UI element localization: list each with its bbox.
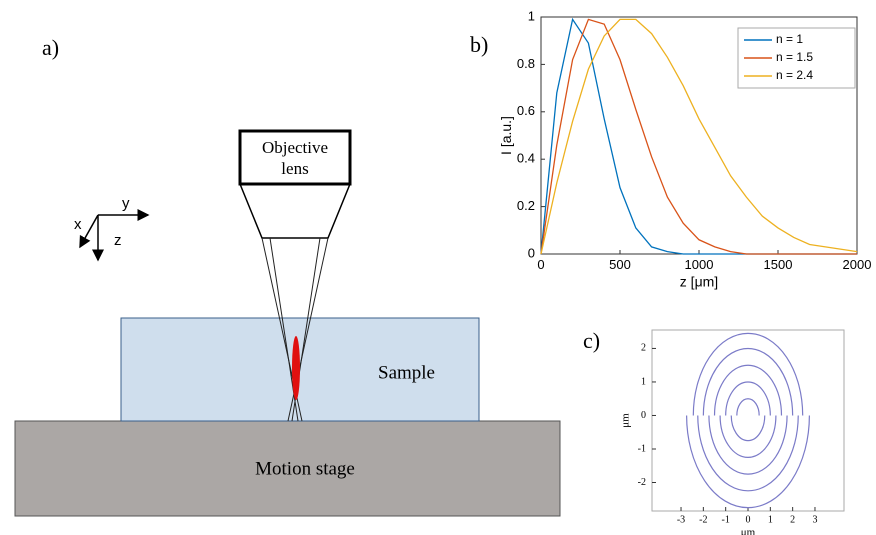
objective-label-box: Objective lens [261, 138, 329, 178]
panel-label: c) [583, 328, 600, 353]
x-tick-label: 0 [537, 257, 544, 272]
plot-area [651, 329, 845, 512]
y-tick-label: -1 [638, 443, 646, 454]
x-tick-label: -3 [677, 514, 685, 525]
legend-label: n = 1.5 [776, 50, 813, 64]
x-tick-label: 3 [812, 514, 817, 525]
y-tick-label: 0.2 [517, 198, 535, 213]
x-tick-label: 1500 [764, 257, 793, 272]
y-tick-label: 1 [641, 376, 646, 387]
x-tick-label: 1 [768, 514, 773, 525]
focal-spot [292, 336, 300, 400]
arc [686, 415, 810, 508]
x-tick-label: 1000 [685, 257, 714, 272]
legend-label: n = 1 [776, 32, 803, 46]
y-tick-label: 0.8 [517, 56, 535, 71]
arc [713, 364, 783, 416]
arc [725, 381, 771, 416]
motion-stage [14, 420, 561, 517]
panel-label: b) [470, 32, 488, 57]
arc [702, 348, 794, 416]
arc [730, 415, 766, 442]
panel-label: a) [42, 35, 59, 60]
objective-body [239, 183, 351, 239]
x-tick-label: 2 [790, 514, 795, 525]
x-tick-label: 500 [609, 257, 631, 272]
x-axis-label: μm [741, 527, 756, 535]
axis-y-label: y [122, 195, 130, 212]
y-tick-label: 2 [641, 343, 646, 354]
objective-label: Objective lens [261, 138, 329, 178]
arc [697, 415, 799, 492]
x-tick-label: 0 [746, 514, 751, 525]
legend-label: n = 2.4 [776, 68, 813, 82]
objective-lens [238, 129, 352, 186]
data-line [540, 18, 857, 255]
y-axis-label: I [a.u.] [498, 116, 514, 155]
y-tick-label: 0.6 [517, 103, 535, 118]
y-tick-label: 1 [528, 8, 535, 23]
data-line [540, 18, 858, 255]
y-tick-label: 0.4 [517, 151, 535, 166]
x-tick-label: -1 [722, 514, 730, 525]
y-tick-label: -2 [638, 477, 646, 488]
axis-x-label: x [74, 216, 82, 233]
y-tick-label: 0 [528, 245, 535, 260]
axis-z-label: z [114, 232, 122, 249]
arc [708, 415, 788, 475]
x-tick-label: -2 [699, 514, 707, 525]
y-axis-label: μm [620, 413, 632, 428]
stage-label: Motion stage [255, 458, 355, 479]
axes-glyph [79, 209, 150, 262]
sample-label: Sample [378, 362, 435, 383]
arc [692, 332, 804, 416]
arc [719, 415, 777, 458]
arc [736, 398, 760, 416]
x-tick-label: 2000 [843, 257, 872, 272]
x-axis-label: z [μm] [680, 273, 718, 289]
y-tick-label: 0 [641, 410, 646, 421]
